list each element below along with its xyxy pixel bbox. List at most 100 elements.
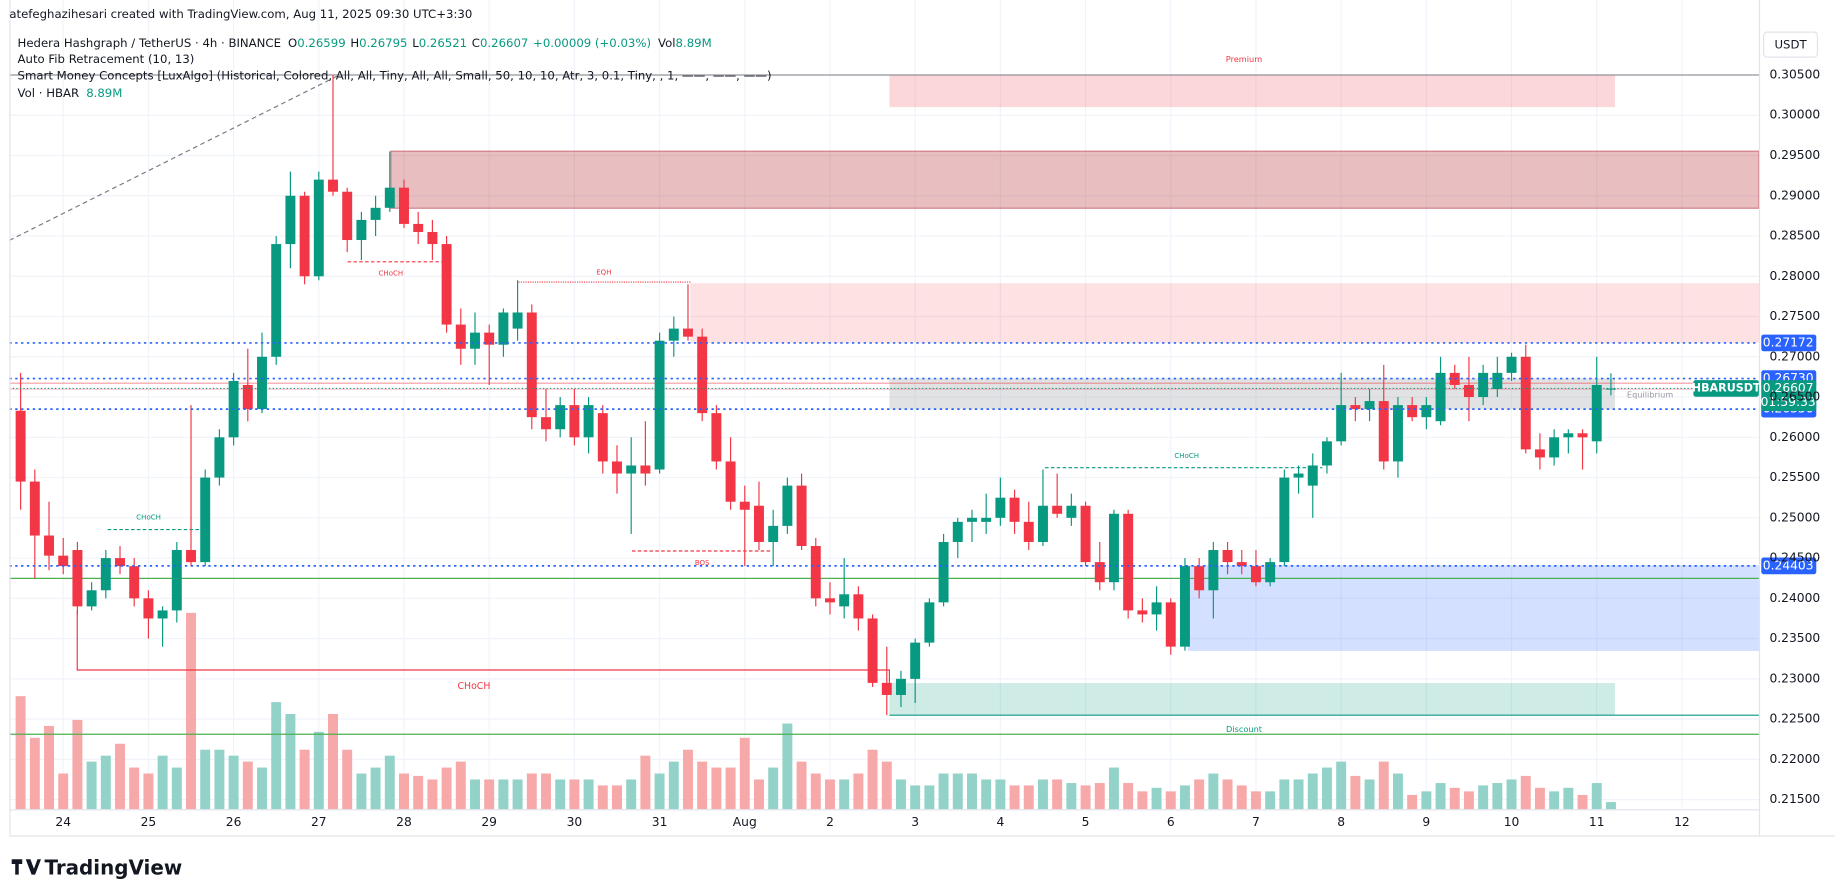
volume-bar [1222, 779, 1233, 810]
volume-bar [1392, 773, 1403, 810]
volume-bar [839, 779, 850, 810]
ohlc-value: 0.26599 [297, 35, 345, 49]
candle-body [1421, 405, 1432, 418]
candle-body [498, 312, 509, 345]
candle-body [952, 521, 963, 542]
volume-bar [1037, 779, 1048, 810]
ohlc-value: 0.26607 [480, 35, 528, 49]
y-tick-label: 0.29500 [1769, 147, 1820, 162]
volume-bar [143, 773, 154, 810]
ohlc-name: H [350, 35, 359, 49]
last-price: 0.26607 [1763, 380, 1814, 395]
volume-bar [768, 767, 779, 810]
candle-body [711, 413, 722, 462]
x-tick-label: 27 [311, 814, 327, 829]
candle-body [839, 594, 850, 607]
candle-body [328, 179, 338, 192]
currency-button[interactable] [1763, 31, 1819, 58]
volume-bar [1250, 791, 1261, 810]
x-tick-label: 10 [1504, 814, 1520, 829]
y-tick-label: 0.26500 [1769, 388, 1820, 403]
candle-body [881, 682, 892, 695]
volume-bar [640, 755, 651, 810]
volume-bar [825, 779, 835, 810]
ohlc-name: C [472, 35, 480, 49]
volume-bar [356, 773, 367, 810]
candle-body [384, 187, 395, 208]
candle-body [583, 405, 594, 438]
candle-body [1293, 473, 1304, 478]
volume-bar [86, 761, 97, 810]
last-symbol-badge [1693, 380, 1759, 397]
volume-bar [271, 702, 282, 810]
x-tick-label: 26 [226, 814, 242, 829]
volume-bar [1094, 783, 1105, 810]
candle-body [853, 594, 864, 619]
volume-bar [1407, 794, 1418, 810]
volume-bar [853, 773, 864, 810]
volume-bar [1123, 783, 1134, 810]
volume-bar [1549, 791, 1560, 810]
volume-bar [938, 773, 949, 810]
volume-bar [1336, 761, 1347, 810]
candle-body [1179, 566, 1190, 647]
candle-body [342, 191, 353, 241]
annotation: Premium [1226, 54, 1262, 64]
order-block [690, 283, 1759, 343]
volume-bar [1492, 783, 1503, 810]
candle-body [271, 244, 282, 357]
x-tick-label: 9 [1422, 814, 1430, 829]
candle-body [1165, 602, 1176, 647]
last-symbol: HBARUSDT [1692, 381, 1761, 394]
volume-legend: Vol · HBAR 8.89M [18, 85, 123, 99]
annotation: EQH [596, 267, 611, 276]
vol-name: Vol [658, 35, 676, 49]
volume-bar [1463, 791, 1474, 810]
logo-mark [11, 859, 41, 875]
volume-bar [1265, 791, 1276, 810]
candle-body [1577, 433, 1588, 438]
candle-body [29, 481, 40, 536]
axes: 0.30500 0.30000 0.29500 0.29000 0.28500 0.280… [9, 0, 1835, 837]
volume-bar [299, 749, 310, 810]
x-tick-label: 28 [396, 814, 412, 829]
y-tick-label: 0.28000 [1769, 268, 1820, 283]
candle-body [1094, 562, 1105, 583]
volume-bar [1080, 785, 1091, 810]
x-tick-label: 6 [1167, 814, 1175, 829]
y-tick-label: 0.23500 [1769, 630, 1820, 645]
candle-body [896, 678, 906, 695]
candle-body [995, 497, 1006, 518]
x-tick-label: 31 [652, 814, 668, 829]
y-tick-label: 0.25500 [1769, 469, 1820, 484]
volume-bar [725, 767, 736, 810]
volume-bar [1137, 791, 1148, 810]
volume-bar [1534, 787, 1545, 810]
candle-body [370, 207, 381, 220]
candle-body [526, 312, 537, 418]
candle-body [1591, 384, 1602, 442]
candle-body [470, 332, 480, 349]
candle-body [782, 485, 793, 526]
volume-bar [910, 785, 921, 810]
candle-body [1563, 433, 1574, 438]
annotation: CHoCH [458, 681, 491, 692]
ohlc-value: 0.26795 [359, 35, 407, 49]
y-tick-label: 0.28500 [1769, 227, 1820, 242]
currency[interactable]: USDT [1774, 38, 1807, 52]
candle-body [1250, 566, 1261, 583]
candle-body [1364, 401, 1375, 410]
volume-bar [370, 767, 381, 810]
volume-bar [1478, 785, 1489, 810]
volume-bar [1307, 773, 1318, 810]
x-tick-label: 24 [55, 814, 71, 829]
volume-bar [29, 737, 40, 810]
candle-body [1137, 610, 1148, 615]
volume-bar [1350, 775, 1361, 810]
volume-bar [796, 761, 807, 810]
volume-bar [1052, 779, 1063, 810]
volume-bar [399, 773, 409, 810]
candle-body [1321, 441, 1332, 466]
volume-bar [1293, 779, 1304, 810]
candle-body [825, 598, 835, 603]
